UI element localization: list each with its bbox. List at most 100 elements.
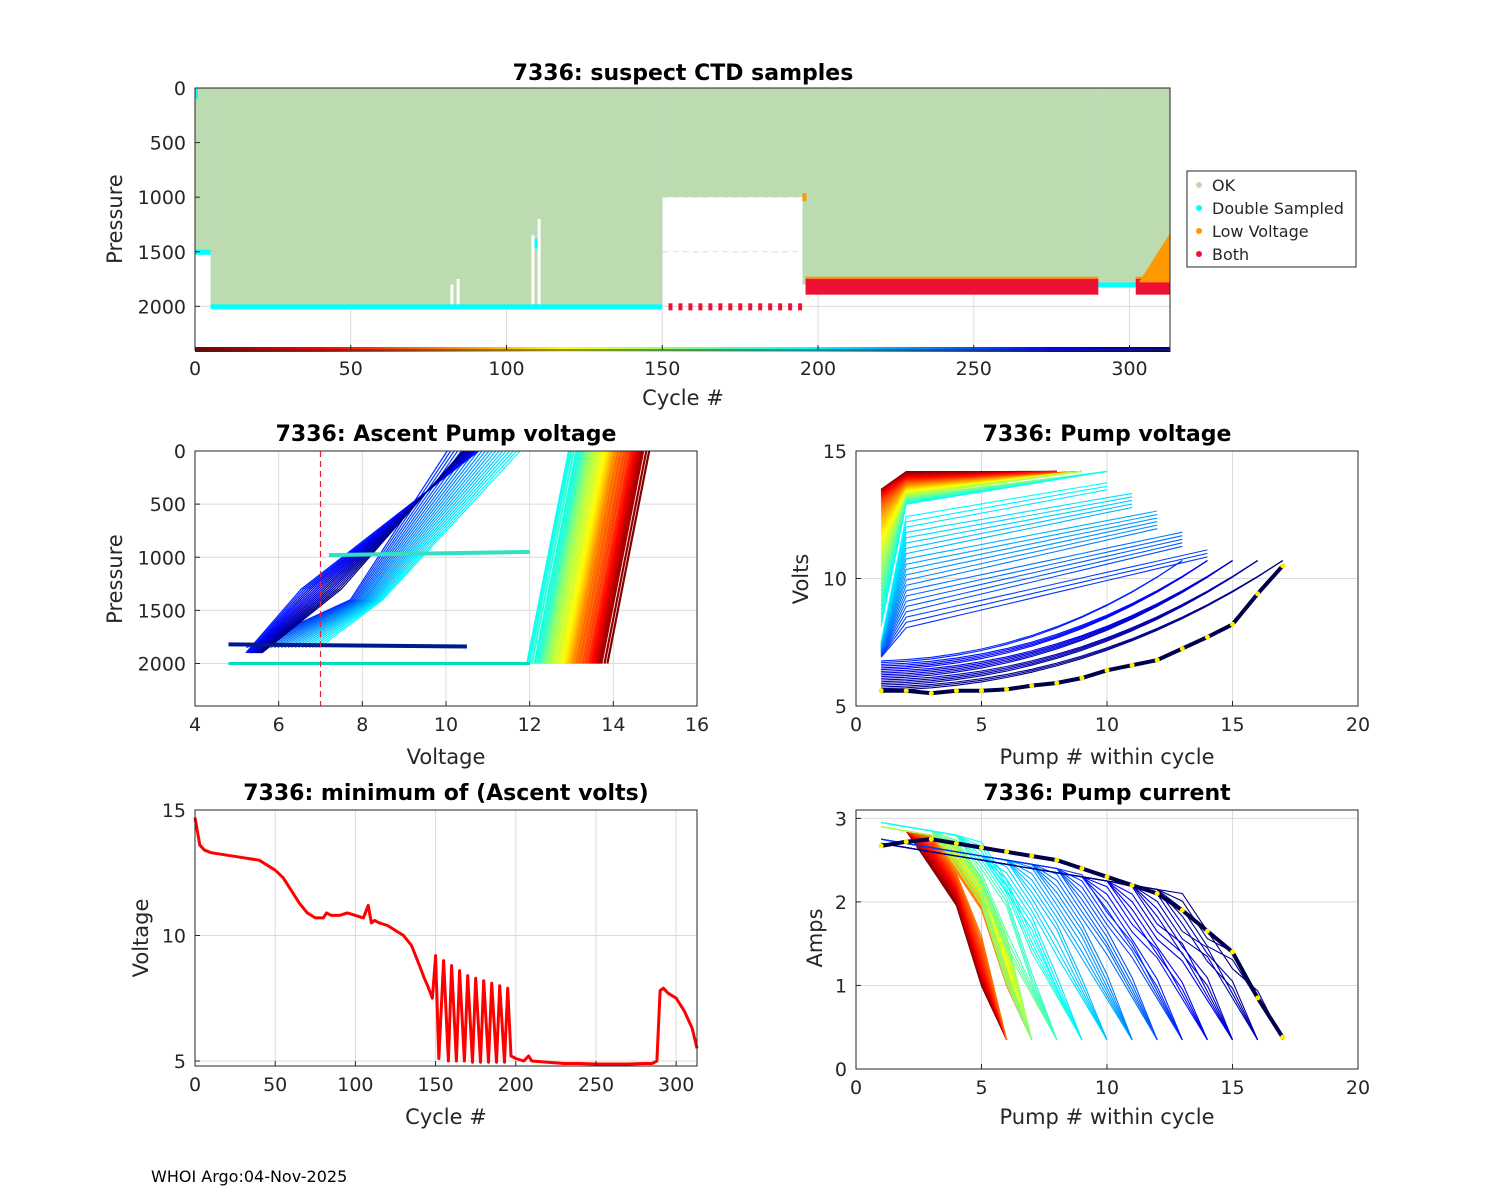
pump-voltage-last-cycle-point xyxy=(1154,657,1160,663)
both-flag-point xyxy=(718,303,723,311)
ascent-voltage-cycle-line xyxy=(597,450,642,664)
pump-voltage-cycle-line xyxy=(881,560,1283,688)
pump-current-lines xyxy=(878,821,1286,1041)
pump-current-last-cycle-point xyxy=(1004,849,1010,855)
pump-voltage-last-cycle-point xyxy=(1054,680,1060,686)
footer-credit: WHOI Argo:04-Nov-2025 xyxy=(151,1167,347,1186)
ascent-voltage-cycle-line xyxy=(256,450,459,649)
pump-current-last-cycle-point xyxy=(953,840,959,846)
pump-voltage-last-cycle-point xyxy=(1204,634,1210,640)
missing-profile-gap xyxy=(678,197,683,301)
missing-profile-gap xyxy=(531,235,535,307)
pump-voltage-cycle-line xyxy=(880,524,1158,652)
pump-voltage-last-cycle-point xyxy=(1230,621,1235,627)
pump-voltage-cycle-line xyxy=(880,517,1158,650)
pump-current-title: 7336: Pump current xyxy=(983,781,1231,806)
deep-sample-band xyxy=(228,642,467,649)
ascent-voltage-cycle-line xyxy=(287,450,490,649)
missing-profile-gap xyxy=(758,197,763,301)
pump-voltage-last-cycle-point xyxy=(878,688,884,694)
panel-min-ascent-volts: 0 50 100 150 200 250 300 5 10 15 7336: minimum of… xyxy=(129,781,699,1129)
ascent-voltage-cycle-line xyxy=(305,450,507,649)
pump-current-last-cycle-point xyxy=(1029,853,1035,859)
pump-current-last-cycle-point xyxy=(878,843,884,849)
low-voltage-edge xyxy=(805,276,1099,279)
ascent-voltage-cycle-line xyxy=(528,450,573,664)
pump-voltage-last-cycle-point xyxy=(928,690,934,696)
ascent-voltage-cycle-line xyxy=(590,450,635,664)
pump-voltage-cycle-line xyxy=(880,542,1183,655)
ascent-voltage-xtick-label: 12 xyxy=(518,714,542,736)
ascent-voltage-cycle-line xyxy=(558,450,603,664)
legend-lowvolt-label: Low Voltage xyxy=(1212,222,1309,241)
ascent-voltage-cycle-line xyxy=(266,450,469,649)
both-flag-point xyxy=(778,303,783,311)
pump-current-cycle-line xyxy=(881,838,1183,1041)
min-ascent-volts-ytick-label: 15 xyxy=(162,800,186,822)
pump-voltage-cycle-line xyxy=(880,506,1133,648)
ascent-voltage-xtick-label: 4 xyxy=(189,714,201,736)
pump-voltage-last-cycle-point xyxy=(1255,591,1261,597)
ascent-voltage-cycle-line xyxy=(533,450,578,664)
ascent-voltage-xtick-label: 14 xyxy=(601,714,625,736)
pump-current-cycle-line xyxy=(881,842,1284,1041)
legend-lowvolt-marker xyxy=(1196,228,1202,234)
low-voltage-point xyxy=(802,193,807,202)
suspect-ctd-xtick-label: 50 xyxy=(339,358,363,380)
pump-current-ylabel: Amps xyxy=(803,908,827,967)
missing-profile-gap xyxy=(768,197,773,301)
ascent-voltage-xlabel: Voltage xyxy=(407,745,486,769)
both-flag-point xyxy=(698,303,703,311)
ascent-voltage-cycle-line xyxy=(560,450,605,664)
min-ascent-volts-xtick-label: 250 xyxy=(578,1074,614,1096)
panel-suspect-ctd: 0 50 100 150 200 250 300 0 500 1000 1500 2000 7336:… xyxy=(103,61,1357,410)
ascent-voltage-cycle-line xyxy=(584,450,629,664)
ascent-voltage-cycle-line xyxy=(260,450,462,649)
ascent-voltage-cycle-line xyxy=(284,450,486,649)
pump-voltage-cycle-line xyxy=(880,556,1208,658)
min-ascent-volts-ytick-label: 10 xyxy=(162,925,186,947)
pump-voltage-cycle-line xyxy=(881,560,1283,691)
pump-current-last-cycle-point xyxy=(1204,928,1210,934)
panel-ascent-pump-voltage: 4 6 8 10 12 14 16 0 500 1000 1500 2000 7336: Ascent… xyxy=(103,422,709,769)
pump-voltage-cycle-line xyxy=(881,560,1233,679)
double-sampled-points xyxy=(534,238,538,249)
pump-voltage-cycle-line xyxy=(880,521,1158,651)
ascent-voltage-cycle-line xyxy=(573,450,618,664)
ascent-voltage-cycle-line xyxy=(555,450,600,664)
ascent-voltage-cycle-line xyxy=(301,450,504,649)
ascent-voltage-cycle-line xyxy=(589,450,634,664)
ascent-voltage-cycle-line xyxy=(569,450,614,664)
pump-voltage-last-cycle-point xyxy=(1004,686,1010,692)
ok-profile-region xyxy=(662,88,803,198)
double-sampled-points xyxy=(210,304,663,310)
pump-current-xtick-label: 15 xyxy=(1220,1077,1244,1099)
pump-current-last-cycle-point xyxy=(1079,865,1085,871)
suspect-ctd-ytick-label: 1500 xyxy=(138,242,186,264)
pump-current-last-cycle-point xyxy=(1280,1034,1286,1040)
min-ascent-volts-xtick-label: 0 xyxy=(189,1074,201,1096)
pump-voltage-cycle-line xyxy=(880,528,1158,652)
min-ascent-volts-xtick-label: 100 xyxy=(337,1074,373,1096)
pump-voltage-last-cycle-point xyxy=(1129,662,1135,668)
pump-voltage-last-cycle-point xyxy=(1029,683,1035,689)
ok-profile-region xyxy=(210,88,663,307)
pump-voltage-ylabel: Volts xyxy=(789,554,813,605)
suspect-ctd-xtick-label: 300 xyxy=(1111,358,1147,380)
both-flag-point xyxy=(678,303,683,311)
ascent-voltage-cycle-line xyxy=(576,450,621,664)
suspect-ctd-axes-frame xyxy=(194,87,1171,351)
ascent-voltage-cycle-line xyxy=(567,450,612,664)
ascent-voltage-cycle-line xyxy=(606,450,651,664)
both-flag-point xyxy=(668,303,673,311)
min-ascent-volts-xlabel: Cycle # xyxy=(405,1105,487,1129)
pump-voltage-cycle-line xyxy=(880,510,1158,649)
ascent-voltage-cycle-line xyxy=(277,450,479,649)
missing-profile-gap xyxy=(728,197,733,301)
pump-voltage-cycle-line xyxy=(880,492,1133,645)
ascent-voltage-cycle-line xyxy=(539,450,584,664)
missing-profile-gap xyxy=(748,197,753,301)
ascent-voltage-cycle-line xyxy=(546,450,591,664)
ascent-voltage-title: 7336: Ascent Pump voltage xyxy=(276,422,617,447)
ascent-voltage-cycle-line xyxy=(549,450,594,664)
